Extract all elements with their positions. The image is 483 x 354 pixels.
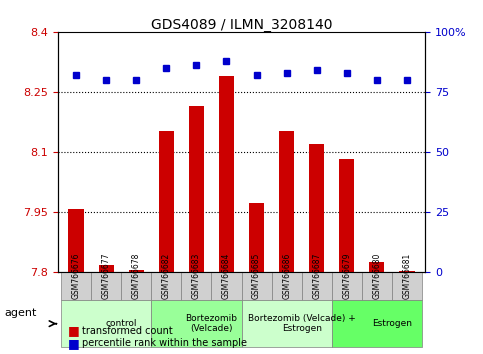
FancyBboxPatch shape [392,272,422,301]
Text: GSM766678: GSM766678 [132,252,141,299]
Bar [219,76,234,272]
Text: GSM766677: GSM766677 [101,252,111,299]
FancyBboxPatch shape [242,301,332,347]
Bar [189,106,204,272]
FancyBboxPatch shape [121,272,151,301]
Text: control: control [105,319,137,328]
Bar [279,131,294,272]
Text: Bortezomib
(Velcade): Bortezomib (Velcade) [185,314,238,333]
Text: agent: agent [5,308,37,318]
Bar [249,203,264,272]
FancyBboxPatch shape [151,301,242,347]
FancyBboxPatch shape [271,272,302,301]
FancyBboxPatch shape [91,272,121,301]
Text: GDS4089 / ILMN_3208140: GDS4089 / ILMN_3208140 [151,18,332,32]
Text: percentile rank within the sample: percentile rank within the sample [82,338,247,348]
Text: GSM766683: GSM766683 [192,252,201,299]
Text: GSM766676: GSM766676 [71,252,81,299]
Text: transformed count: transformed count [82,326,173,336]
FancyBboxPatch shape [302,272,332,301]
FancyBboxPatch shape [61,272,91,301]
Bar [99,265,114,272]
Bar [159,131,174,272]
Text: GSM766682: GSM766682 [162,253,171,299]
FancyBboxPatch shape [61,301,151,347]
FancyBboxPatch shape [332,272,362,301]
Bar [369,262,384,272]
Text: GSM766681: GSM766681 [402,253,412,299]
FancyBboxPatch shape [151,272,181,301]
FancyBboxPatch shape [362,272,392,301]
Text: ■: ■ [68,337,79,350]
Bar [309,144,324,272]
Text: Bortezomib (Velcade) +
Estrogen: Bortezomib (Velcade) + Estrogen [248,314,355,333]
Text: GSM766685: GSM766685 [252,252,261,299]
Text: GSM766684: GSM766684 [222,252,231,299]
Bar [399,271,414,272]
FancyBboxPatch shape [181,272,212,301]
Text: Estrogen: Estrogen [372,319,412,328]
FancyBboxPatch shape [332,301,422,347]
FancyBboxPatch shape [242,272,271,301]
Text: GSM766679: GSM766679 [342,252,351,299]
Text: GSM766687: GSM766687 [312,252,321,299]
Bar [69,209,84,272]
Bar [128,270,144,272]
Text: ■: ■ [68,325,79,337]
Text: GSM766686: GSM766686 [282,252,291,299]
Text: GSM766680: GSM766680 [372,252,382,299]
FancyBboxPatch shape [212,272,242,301]
Bar [339,159,355,272]
